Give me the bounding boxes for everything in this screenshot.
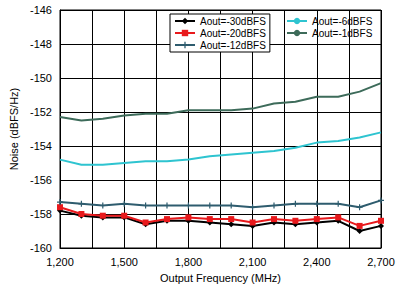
svg-text:2,700: 2,700 bbox=[367, 256, 395, 268]
svg-text:-146: -146 bbox=[30, 4, 52, 16]
svg-text:1,800: 1,800 bbox=[175, 256, 203, 268]
svg-text:Aout=-12dBFS: Aout=-12dBFS bbox=[200, 40, 266, 51]
svg-text:2,100: 2,100 bbox=[239, 256, 267, 268]
svg-text:Output Frequency (MHz): Output Frequency (MHz) bbox=[160, 272, 281, 284]
svg-text:Aout=-30dBFS: Aout=-30dBFS bbox=[200, 16, 266, 27]
svg-text:Noise (dBFS/Hz): Noise (dBFS/Hz) bbox=[8, 88, 20, 171]
svg-text:-152: -152 bbox=[30, 106, 52, 118]
svg-text:Aout=-1dBFS: Aout=-1dBFS bbox=[312, 28, 373, 39]
svg-text:-158: -158 bbox=[30, 208, 52, 220]
svg-text:Aout=-20dBFS: Aout=-20dBFS bbox=[200, 28, 266, 39]
svg-text:-156: -156 bbox=[30, 174, 52, 186]
svg-text:1,200: 1,200 bbox=[46, 256, 74, 268]
svg-text:-154: -154 bbox=[30, 140, 52, 152]
svg-text:-148: -148 bbox=[30, 38, 52, 50]
svg-text:1,500: 1,500 bbox=[110, 256, 138, 268]
svg-text:-160: -160 bbox=[30, 242, 52, 254]
svg-text:Aout=-6dBFS: Aout=-6dBFS bbox=[312, 16, 373, 27]
svg-text:2,400: 2,400 bbox=[303, 256, 331, 268]
svg-text:-150: -150 bbox=[30, 72, 52, 84]
